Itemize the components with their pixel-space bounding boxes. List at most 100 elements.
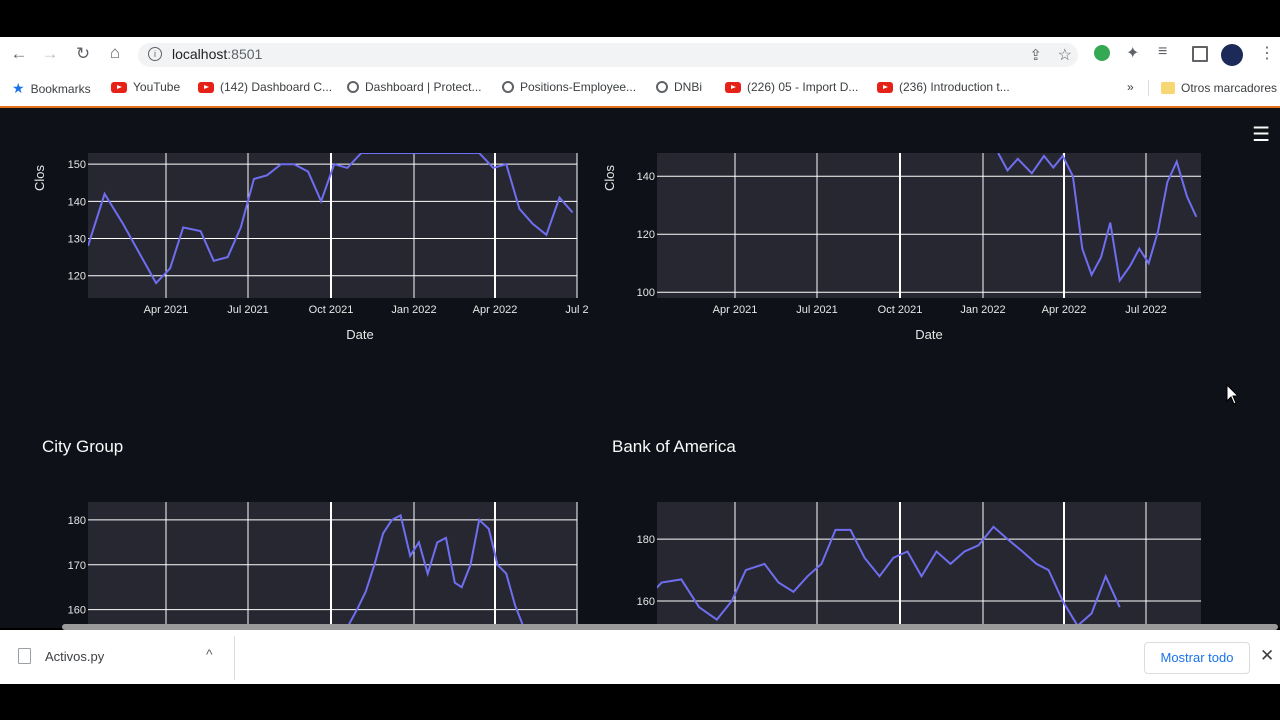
youtube-icon: [111, 81, 127, 93]
browser-chrome: ← → ↻ ⌂ i localhost:8501 ⇪ ☆ ✦ ≡ ⋮ ★ Boo…: [0, 37, 1280, 106]
bookmark-label: Dashboard | Protect...: [365, 80, 482, 94]
bookmark-item-dnbi[interactable]: DNBi: [656, 80, 702, 94]
chart-title-city-group: City Group: [42, 437, 124, 456]
y-axis-label: Clos: [602, 165, 617, 192]
x-tick-label: Apr 2021: [713, 304, 758, 316]
y-axis-label: Clos: [32, 165, 47, 192]
bookmark-label: (142) Dashboard C...: [220, 80, 333, 94]
download-shelf: Activos.py ^ Mostrar todo ✕: [0, 630, 1280, 684]
download-file-name: Activos.py: [45, 648, 105, 664]
series-line: [997, 153, 1198, 284]
series-line: [346, 513, 525, 628]
y-tick-label: 160: [637, 596, 655, 608]
bookmark-label: Bookmarks: [30, 81, 91, 96]
x-tick-label: Apr 2022: [1042, 304, 1087, 316]
back-icon[interactable]: ←: [10, 44, 28, 63]
chart-bottom-left: 160 170 180: [68, 502, 578, 628]
bookmark-label: (226) 05 - Import D...: [747, 80, 859, 94]
bookmarks-divider: [1148, 80, 1149, 96]
youtube-icon: [198, 81, 214, 93]
screen-top-band: [0, 0, 1280, 37]
chart-title-bank-of-america: Bank of America: [612, 437, 736, 456]
horizontal-scrollbar[interactable]: [62, 624, 1278, 630]
hamburger-menu-icon[interactable]: ☰: [1252, 124, 1270, 146]
app-header-decoration: [0, 106, 1280, 108]
bookmark-label: (236) Introduction t...: [899, 80, 1010, 94]
bookmark-star-icon[interactable]: ☆: [1057, 47, 1072, 64]
y-tick-label: 100: [637, 287, 655, 299]
url-port: :8501: [227, 46, 263, 62]
youtube-icon: [877, 81, 893, 93]
y-tick-label: 180: [68, 515, 86, 527]
x-tick-label: Jan 2022: [391, 304, 436, 316]
info-icon[interactable]: i: [148, 47, 162, 61]
globe-icon: [347, 81, 359, 93]
x-tick-label: Apr 2021: [144, 304, 189, 316]
file-icon: [18, 648, 31, 664]
chart-top-right: 100 120 140 Apr 2021 Jul 2021 Oct 2021 Jan 202…: [602, 153, 1201, 342]
extensions-puzzle-icon[interactable]: ✦: [1126, 45, 1140, 62]
app-main: ☰ 120 130 140 150 Apr 2021 Jul 2021 Oct 2021 Ja…: [0, 108, 1280, 628]
screen-bottom-band: [0, 684, 1280, 720]
close-icon[interactable]: ✕: [1260, 646, 1275, 665]
bookmark-item-introduction[interactable]: (236) Introduction t...: [877, 80, 1010, 94]
bookmark-item-positions[interactable]: Positions-Employee...: [502, 80, 636, 94]
youtube-icon: [725, 81, 741, 93]
bookmark-item-bookmarks[interactable]: ★ Bookmarks: [12, 80, 91, 97]
url-host: localhost: [172, 46, 228, 62]
overflow-chevron-icon: »: [1127, 80, 1134, 94]
bookmark-item-import[interactable]: (226) 05 - Import D...: [725, 80, 858, 94]
reload-icon[interactable]: ↻: [75, 44, 91, 63]
chevron-up-icon[interactable]: ^: [206, 646, 213, 662]
download-item[interactable]: Activos.py: [18, 648, 104, 664]
series-line: [88, 153, 574, 285]
profile-avatar[interactable]: [1221, 44, 1243, 66]
x-tick-label: Jul 2021: [796, 304, 838, 316]
y-tick-label: 140: [637, 171, 655, 183]
y-tick-label: 170: [68, 560, 86, 572]
y-tick-label: 140: [68, 196, 86, 208]
x-tick-label: Jul 2022: [1125, 304, 1167, 316]
globe-icon: [656, 81, 668, 93]
bookmark-label: YouTube: [133, 80, 181, 94]
home-icon[interactable]: ⌂: [109, 43, 121, 62]
bookmarks-bar: ★ Bookmarks YouTube (142) Dashboard C...…: [0, 77, 1280, 103]
bookmark-label: Positions-Employee...: [520, 80, 637, 94]
chart-bottom-right: 160 180: [637, 502, 1201, 628]
x-tick-label: Jul 2: [565, 304, 588, 316]
forward-icon[interactable]: →: [41, 44, 59, 63]
address-bar[interactable]: i localhost:8501 ⇪ ☆: [138, 43, 1078, 67]
share-icon[interactable]: ⇪: [1029, 47, 1042, 64]
bookmark-item-dashboard-protect[interactable]: Dashboard | Protect...: [347, 80, 482, 94]
globe-icon: [502, 81, 514, 93]
download-divider: [234, 636, 235, 680]
y-tick-label: 120: [68, 271, 86, 283]
bookmark-item-youtube[interactable]: YouTube: [111, 80, 180, 94]
y-tick-label: 180: [637, 534, 655, 546]
show-all-button[interactable]: Mostrar todo: [1144, 642, 1250, 674]
x-axis-label: Date: [915, 327, 942, 342]
y-tick-label: 160: [68, 605, 86, 617]
other-bookmarks-folder[interactable]: Otros marcadores: [1148, 80, 1277, 96]
star-icon: ★: [12, 80, 25, 96]
menu-kebab-icon[interactable]: ⋮: [1259, 45, 1275, 62]
y-tick-label: 130: [68, 234, 86, 246]
side-panel-icon[interactable]: [1192, 46, 1208, 62]
bookmark-label: DNBi: [674, 80, 703, 94]
x-tick-label: Jan 2022: [960, 304, 1005, 316]
url-text: localhost:8501: [172, 46, 262, 62]
bookmark-item-dashboard-c[interactable]: (142) Dashboard C...: [198, 80, 332, 94]
other-bookmarks-label: Otros marcadores: [1181, 81, 1278, 95]
x-tick-label: Jul 2021: [227, 304, 269, 316]
x-tick-label: Apr 2022: [473, 304, 518, 316]
folder-icon: [1161, 82, 1175, 94]
media-control-icon[interactable]: ≡: [1158, 43, 1168, 60]
y-tick-label: 150: [68, 159, 86, 171]
x-tick-label: Oct 2021: [309, 304, 354, 316]
y-tick-label: 120: [637, 229, 655, 241]
x-axis-label: Date: [346, 327, 373, 342]
series-line: [657, 525, 1121, 628]
mouse-cursor-icon: [1226, 384, 1240, 405]
bookmarks-overflow-button[interactable]: »: [1127, 80, 1134, 94]
extension-green-icon[interactable]: [1094, 45, 1110, 61]
